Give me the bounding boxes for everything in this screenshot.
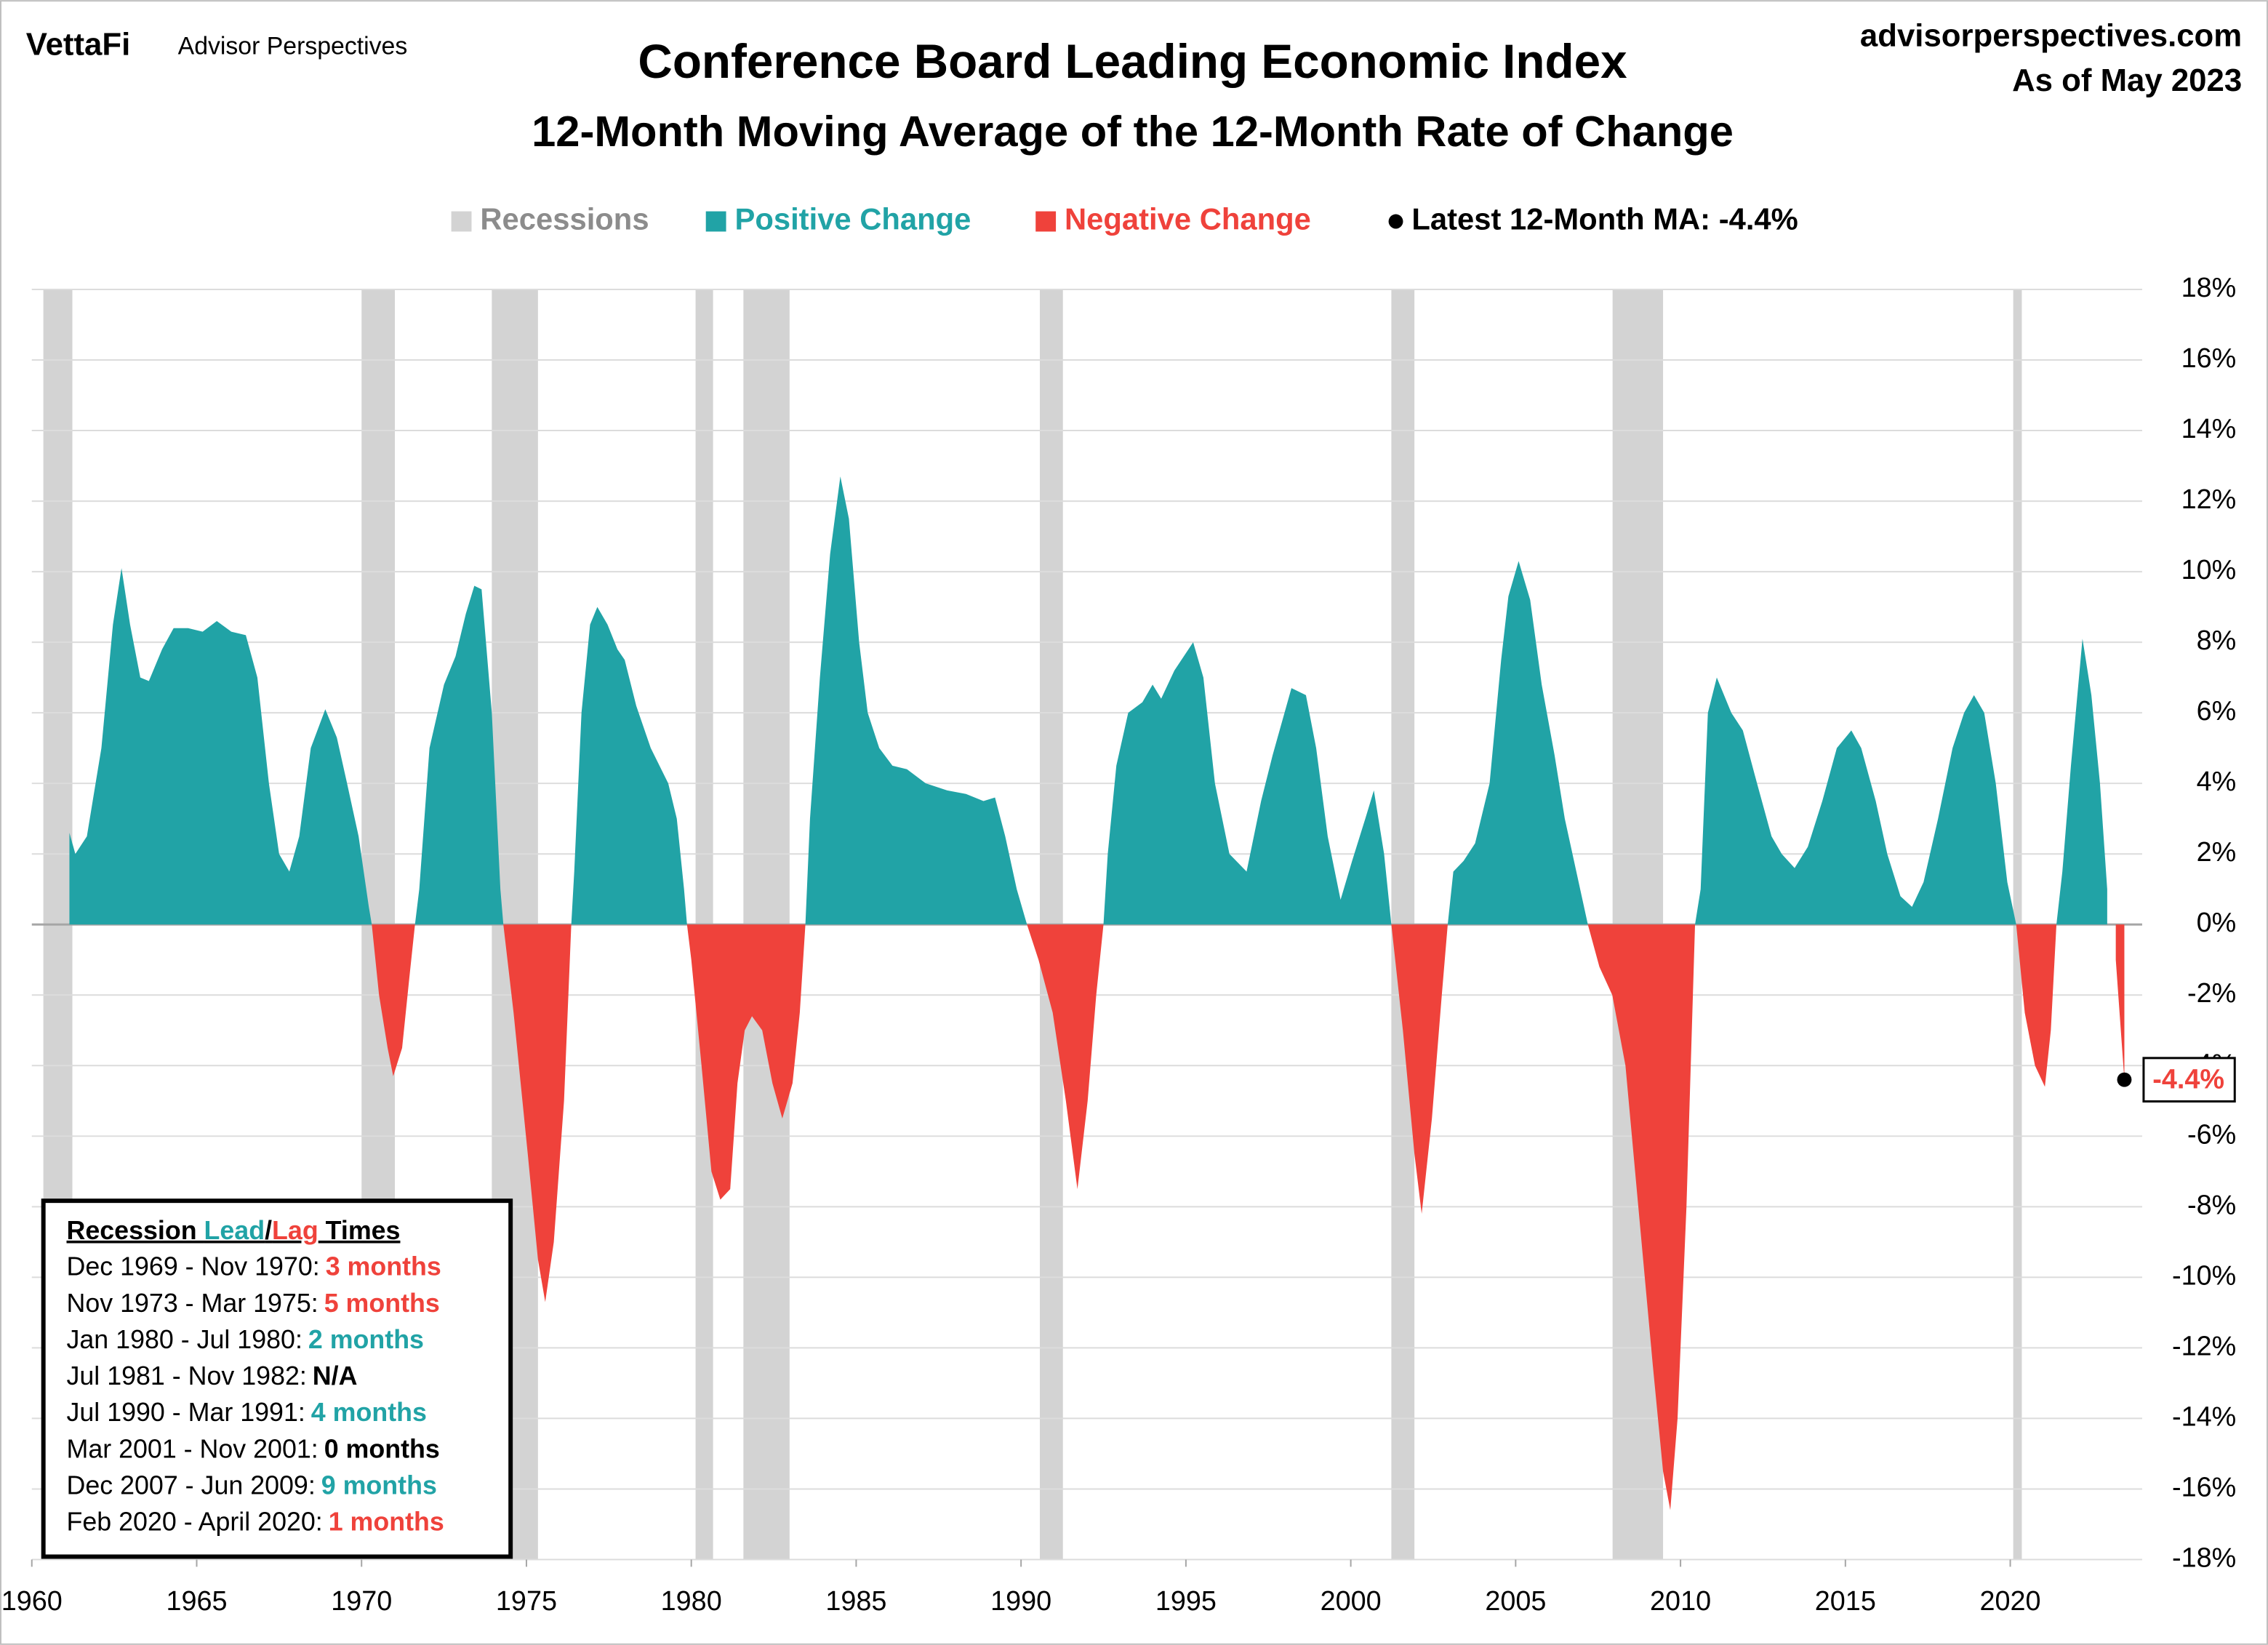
lead-lag-value: N/A <box>313 1361 358 1390</box>
lead-lag-period: Nov 1973 - Mar 1975: <box>67 1289 318 1318</box>
positive-area <box>1103 642 1392 925</box>
negative-area <box>2016 924 2057 1087</box>
y-tick-label: 0% <box>2197 908 2237 938</box>
as-of: As of May 2023 <box>2012 63 2242 98</box>
lead-lag-box <box>41 1198 513 1559</box>
x-tick-label: 2000 <box>1321 1586 1382 1617</box>
site: advisorperspectives.com <box>1860 17 2242 53</box>
legend-label: Positive Change <box>734 202 971 236</box>
lead-lag-row: Nov 1973 - Mar 1975: 5 months <box>67 1289 440 1318</box>
negative-area <box>2115 924 2125 1080</box>
y-tick-label: -8% <box>2187 1190 2236 1220</box>
negative-area <box>372 924 415 1076</box>
y-tick-label: 6% <box>2197 696 2237 727</box>
lead-lag-row: Dec 2007 - Jun 2009: 9 months <box>67 1471 437 1500</box>
x-tick-label: 1975 <box>496 1586 557 1617</box>
lead-lag-period: Jul 1981 - Nov 1982: <box>67 1361 307 1390</box>
y-tick-label: 12% <box>2181 484 2237 515</box>
x-tick-label: 2020 <box>1980 1586 2041 1617</box>
positive-area <box>1447 561 1588 925</box>
y-tick-label: -10% <box>2172 1260 2236 1291</box>
lead-lag-value: 4 months <box>311 1398 427 1428</box>
positive-area <box>2056 639 2107 925</box>
x-tick-label: 1995 <box>1155 1586 1217 1617</box>
y-tick-label: -14% <box>2172 1401 2236 1432</box>
legend-marker <box>1388 214 1403 229</box>
lead-lag-row: Jul 1990 - Mar 1991: 4 months <box>67 1398 427 1428</box>
brand: VettaFi <box>26 26 130 62</box>
positive-area <box>571 607 687 925</box>
legend-label: Recessions <box>480 202 649 236</box>
y-tick-label: -12% <box>2172 1331 2236 1361</box>
lead-lag-period: Jan 1980 - Jul 1980: <box>67 1325 302 1354</box>
lead-lag-period: Dec 2007 - Jun 2009: <box>67 1471 316 1500</box>
lead-lag-period: Jul 1990 - Mar 1991: <box>67 1398 305 1428</box>
negative-area <box>1391 924 1448 1214</box>
legend-label: Negative Change <box>1065 202 1311 236</box>
x-tick-label: 2015 <box>1815 1586 1876 1617</box>
lead-lag-value: 0 months <box>324 1435 440 1464</box>
negative-area <box>1587 924 1696 1510</box>
y-tick-label: 18% <box>2181 273 2237 303</box>
negative-area <box>686 924 806 1200</box>
y-tick-label: 8% <box>2197 625 2237 656</box>
x-tick-label: 1990 <box>990 1586 1051 1617</box>
latest-point <box>2117 1072 2132 1087</box>
legend-label: Latest 12-Month MA: -4.4% <box>1411 202 1798 236</box>
y-tick-label: 10% <box>2181 555 2237 585</box>
legend-swatch <box>451 211 472 232</box>
positive-area <box>805 476 1027 925</box>
y-tick-label: -16% <box>2172 1472 2236 1502</box>
lead-lag-value: 3 months <box>326 1252 441 1281</box>
chart-title: Conference Board Leading Economic Index <box>638 35 1627 88</box>
x-tick-label: 1980 <box>661 1586 722 1617</box>
lead-lag-title-part: Lag <box>272 1216 318 1245</box>
chart-subtitle: 12-Month Moving Average of the 12-Month … <box>532 107 1734 156</box>
positive-area <box>1695 677 2016 925</box>
y-tick-label: 4% <box>2197 767 2237 797</box>
x-tick-label: 1965 <box>166 1586 227 1617</box>
y-tick-label: 2% <box>2197 837 2237 868</box>
brand-sub: Advisor Perspectives <box>178 33 408 60</box>
lead-lag-title-part: Times <box>318 1216 401 1245</box>
legend-swatch <box>705 211 726 232</box>
lead-lag-value: 1 months <box>329 1508 444 1537</box>
lead-lag-value: 2 months <box>308 1325 424 1354</box>
positive-area <box>414 585 504 925</box>
y-tick-label: -18% <box>2172 1542 2236 1573</box>
x-tick-label: 2005 <box>1485 1586 1546 1617</box>
lead-lag-row: Mar 2001 - Nov 2001: 0 months <box>67 1435 440 1464</box>
y-tick-label: -6% <box>2187 1119 2236 1150</box>
positive-area <box>69 568 372 925</box>
lead-lag-title: Recession Lead/Lag Times <box>67 1216 401 1245</box>
lead-lag-title-part: / <box>265 1216 272 1245</box>
lead-lag-period: Mar 2001 - Nov 2001: <box>67 1435 318 1464</box>
lead-lag-value: 5 months <box>324 1289 440 1318</box>
lead-lag-value: 9 months <box>321 1471 437 1500</box>
y-tick-label: 14% <box>2181 414 2237 444</box>
lead-lag-period: Feb 2020 - April 2020: <box>67 1508 323 1537</box>
lead-lag-row: Dec 1969 - Nov 1970: 3 months <box>67 1252 441 1281</box>
lead-lag-row: Feb 2020 - April 2020: 1 months <box>67 1508 444 1537</box>
negative-area <box>1027 924 1104 1190</box>
latest-label: -4.4% <box>2152 1065 2224 1095</box>
latest-label-box <box>2142 1057 2236 1103</box>
lead-lag-row: Jan 1980 - Jul 1980: 2 months <box>67 1325 424 1354</box>
x-tick-label: 1960 <box>1 1586 63 1617</box>
lead-lag-title-part: Recession <box>67 1216 204 1245</box>
y-tick-label: -2% <box>2187 978 2236 1009</box>
lead-lag-row: Jul 1981 - Nov 1982: N/A <box>67 1361 358 1390</box>
legend-swatch <box>1035 211 1057 232</box>
lead-lag-period: Dec 1969 - Nov 1970: <box>67 1252 320 1281</box>
x-tick-label: 1970 <box>331 1586 392 1617</box>
x-tick-label: 1985 <box>825 1586 886 1617</box>
lead-lag-title-part: Lead <box>204 1216 265 1245</box>
negative-area <box>503 924 572 1302</box>
x-tick-label: 2010 <box>1650 1586 1711 1617</box>
y-tick-label: 16% <box>2181 343 2237 374</box>
